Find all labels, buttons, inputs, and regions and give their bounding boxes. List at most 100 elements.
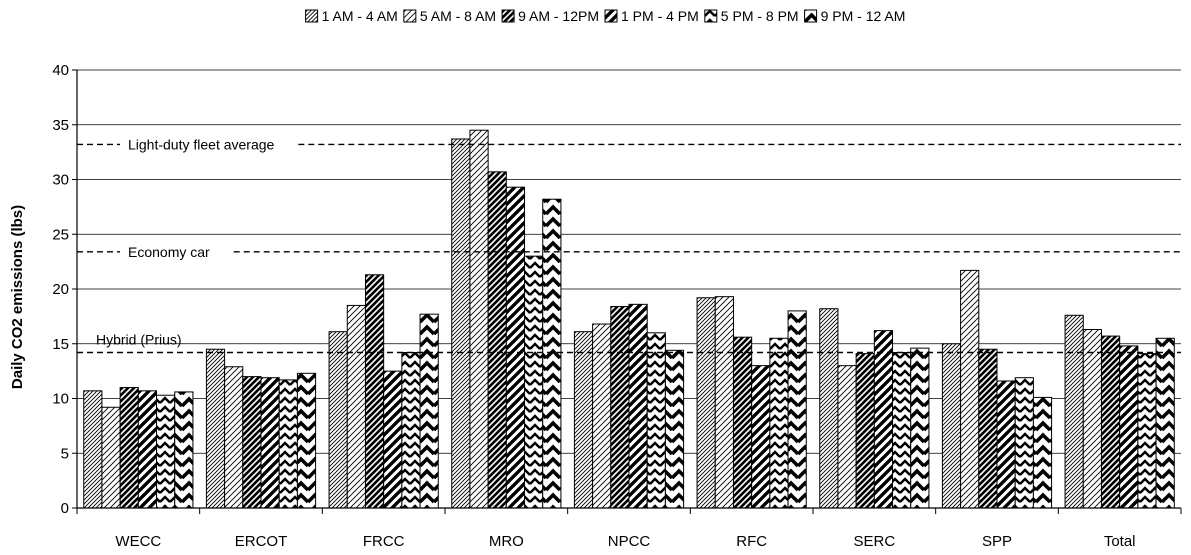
bar — [1119, 345, 1139, 509]
bar — [714, 296, 734, 509]
x-category-label: WECC — [115, 533, 161, 550]
bar — [174, 391, 194, 509]
x-category-label: ERCOT — [235, 533, 288, 550]
bar-group-frcc — [328, 274, 439, 509]
bar-group-rfc — [696, 296, 807, 509]
x-category-labels: WECC ERCOT FRCC MRO NPCC RFC SERC SPP Total — [115, 533, 1135, 550]
reference-line-label: Light-duty fleet average — [128, 136, 275, 152]
bar — [978, 348, 998, 509]
bar — [732, 336, 753, 509]
bar — [101, 406, 121, 509]
y-tick-label: 35 — [52, 117, 69, 134]
bar — [819, 308, 839, 509]
legend: 1 AM - 4 AM 5 AM - 8 AM 9 AM - 12PM 1 PM - … — [305, 8, 906, 24]
bar — [1100, 335, 1121, 509]
bar — [1032, 396, 1053, 509]
y-tick-label: 0 — [61, 500, 69, 517]
legend-item: 9 AM - 12PM — [501, 8, 599, 24]
legend-item: 9 PM - 12 AM — [804, 8, 906, 24]
bar — [941, 343, 962, 509]
x-category-label: RFC — [736, 533, 767, 550]
bar — [401, 352, 421, 509]
legend-item: 1 PM - 4 PM — [604, 8, 699, 24]
y-tick-label: 15 — [52, 336, 69, 353]
legend-label: 1 AM - 4 AM — [322, 8, 398, 24]
y-tick-label: 30 — [52, 172, 69, 189]
bar — [328, 331, 348, 509]
bar — [873, 330, 894, 509]
legend-swatch — [305, 9, 319, 23]
bar — [910, 347, 930, 509]
bar-group-total — [1064, 314, 1175, 509]
x-category-label: Total — [1104, 533, 1136, 550]
bar-group-serc — [819, 308, 930, 509]
bar — [137, 390, 158, 509]
x-category-label: NPCC — [608, 533, 651, 550]
bar — [646, 332, 666, 509]
bar — [83, 390, 103, 509]
bar — [960, 269, 980, 509]
bar — [892, 352, 912, 509]
bar-group-wecc — [83, 387, 194, 509]
y-tick-label: 25 — [52, 226, 69, 243]
legend-swatch — [804, 9, 818, 23]
bar — [628, 303, 648, 509]
bar — [837, 365, 857, 509]
bar — [1137, 353, 1157, 509]
x-category-label: MRO — [489, 533, 524, 550]
bar — [696, 297, 716, 509]
legend-swatch — [604, 9, 618, 23]
bar — [787, 310, 807, 509]
bar — [224, 366, 244, 509]
bar — [419, 313, 439, 509]
x-category-label: SERC — [853, 533, 895, 550]
legend-label: 9 PM - 12 AM — [821, 8, 906, 24]
legend-swatch — [403, 9, 417, 23]
bar — [542, 198, 562, 509]
bar — [469, 129, 489, 509]
bar — [524, 255, 544, 509]
bar-group-ercot — [205, 348, 317, 509]
bar — [573, 331, 594, 509]
bar — [242, 376, 262, 509]
legend-swatch — [704, 9, 718, 23]
bar — [346, 304, 366, 509]
legend-item: 5 PM - 8 PM — [704, 8, 799, 24]
bar — [996, 380, 1016, 509]
bar — [487, 171, 507, 509]
legend-label: 9 AM - 12PM — [518, 8, 599, 24]
y-tick-label: 10 — [52, 391, 69, 408]
bar — [1082, 329, 1102, 509]
bar — [383, 370, 403, 509]
x-category-label: FRCC — [363, 533, 405, 550]
bar-group-mro — [451, 129, 562, 509]
bar — [505, 186, 526, 509]
legend-item: 5 AM - 8 AM — [403, 8, 496, 24]
bar — [1155, 337, 1175, 509]
bar — [260, 377, 280, 509]
bar — [296, 372, 317, 509]
bar-group-npcc — [573, 303, 685, 509]
bar — [119, 387, 139, 509]
bar — [855, 353, 875, 509]
legend-label: 5 PM - 8 PM — [721, 8, 799, 24]
bar — [592, 323, 612, 509]
bar — [610, 306, 630, 509]
bar — [278, 379, 298, 509]
y-axis-title: Daily CO2 emissions (lbs) — [9, 205, 26, 389]
legend-item: 1 AM - 4 AM — [305, 8, 398, 24]
reference-line-label: Hybrid (Prius) — [96, 332, 182, 348]
bar — [451, 138, 471, 509]
reference-lines: Light-duty fleet average Economy car Hybri… — [77, 136, 1181, 354]
y-tick-label: 40 — [52, 62, 69, 79]
y-tick-label: 20 — [52, 281, 69, 298]
bar — [364, 274, 385, 509]
bar — [156, 394, 176, 509]
legend-label: 5 AM - 8 AM — [420, 8, 496, 24]
bar — [664, 349, 685, 509]
legend-label: 1 PM - 4 PM — [621, 8, 699, 24]
bar — [1014, 377, 1034, 509]
x-category-label: SPP — [982, 533, 1012, 550]
bar — [1064, 314, 1084, 509]
